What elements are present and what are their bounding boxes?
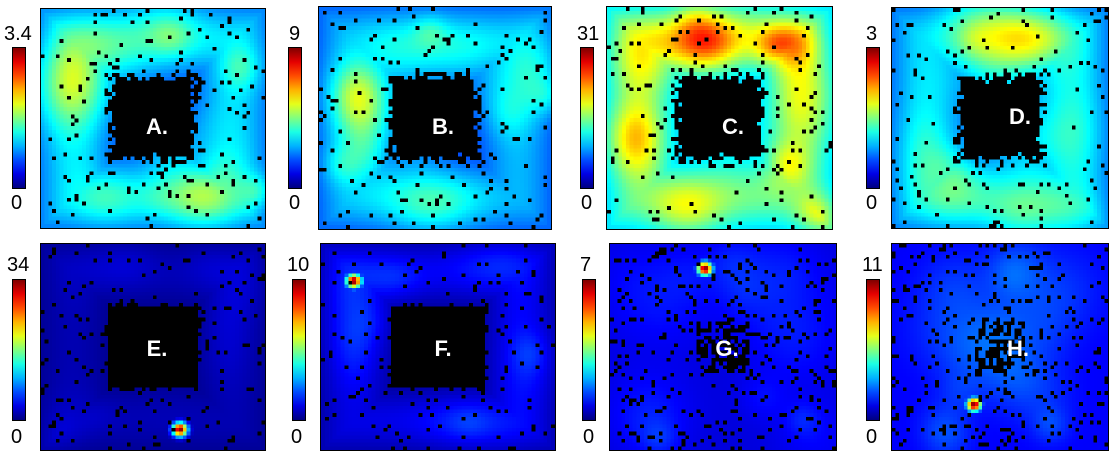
colorbar-max-label: 11 [862, 254, 883, 276]
colorbar-min-label: 0 [583, 426, 595, 448]
heatmap-b [318, 6, 552, 230]
panel-label: C. [722, 114, 744, 139]
panel-label: G. [715, 336, 739, 361]
colorbar-min-label: 0 [11, 192, 23, 214]
heatmap-g [609, 243, 837, 451]
heatmap-e [40, 243, 266, 451]
colorbar [582, 279, 596, 421]
heatmap-c [606, 6, 833, 230]
colorbar-min-label: 0 [289, 192, 301, 214]
colorbar [288, 47, 302, 189]
colorbar-min-label: 0 [866, 426, 878, 448]
colorbar-max-label: 3 [866, 23, 878, 45]
colorbar-min-label: 0 [581, 192, 593, 214]
panel-label: H. [1007, 336, 1029, 361]
colorbar-max-label: 31 [577, 23, 600, 45]
colorbar-min-label: 0 [11, 426, 23, 448]
heatmap-d [891, 7, 1109, 229]
panel-label: F. [434, 336, 452, 361]
colorbar-min-label: 0 [291, 426, 303, 448]
colorbar [12, 279, 26, 421]
colorbar [866, 279, 880, 421]
colorbar [866, 47, 880, 189]
heatmap-h [891, 243, 1109, 451]
colorbar-min-label: 0 [866, 192, 878, 214]
colorbar-max-label: 34 [7, 254, 30, 276]
heatmap-f [320, 243, 556, 451]
panel-label: A. [146, 114, 168, 139]
panel-label: B. [432, 114, 454, 139]
colorbar-max-label: 9 [289, 23, 301, 45]
panel-label: E. [146, 336, 168, 361]
panel-label: D. [1009, 104, 1031, 129]
colorbar-max-label: 10 [287, 254, 310, 276]
colorbar [292, 279, 306, 421]
colorbar-max-label: 7 [580, 254, 592, 276]
colorbar [580, 47, 594, 189]
colorbar [12, 47, 26, 189]
colorbar-max-label: 3.4 [4, 23, 32, 45]
heatmap-a [40, 8, 266, 229]
